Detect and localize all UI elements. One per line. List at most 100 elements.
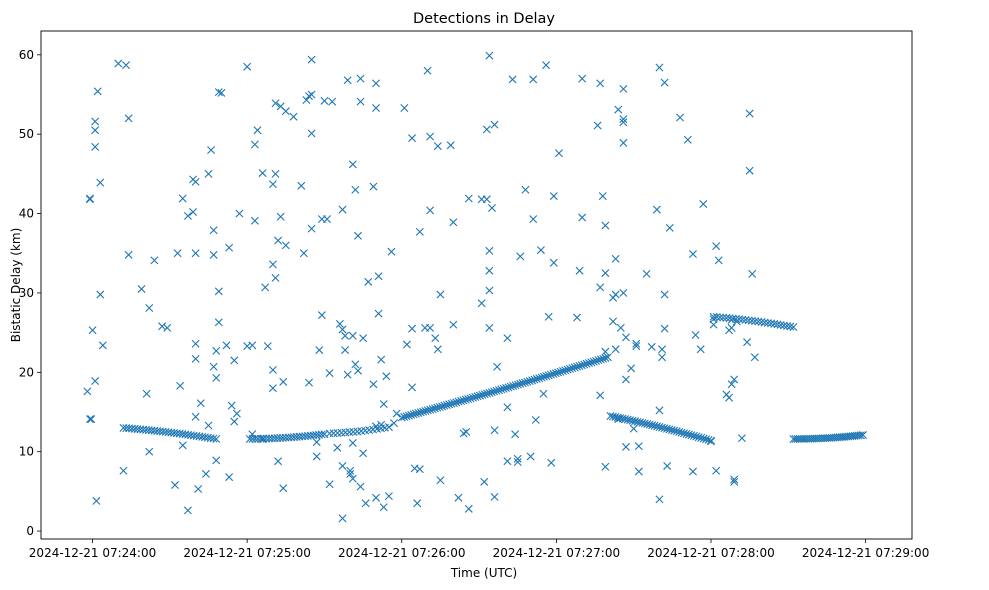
- data-point: [356, 482, 365, 491]
- data-point: [640, 419, 649, 428]
- y-tick-label: 0: [26, 524, 34, 538]
- data-point: [227, 401, 236, 410]
- data-point: [523, 377, 532, 386]
- data-point: [549, 369, 558, 378]
- data-point: [454, 493, 463, 502]
- data-point: [684, 430, 693, 439]
- data-point: [341, 346, 350, 355]
- data-point: [145, 304, 154, 313]
- data-point: [335, 319, 344, 328]
- data-point: [542, 61, 551, 70]
- data-point: [776, 320, 785, 329]
- data-point: [91, 126, 100, 135]
- data-point: [779, 321, 788, 330]
- data-point: [702, 435, 711, 444]
- data-point: [351, 360, 360, 369]
- data-point: [526, 452, 535, 461]
- data-point: [390, 419, 399, 428]
- data-point: [750, 353, 759, 362]
- data-point: [315, 346, 324, 355]
- data-point: [722, 313, 731, 322]
- data-point: [464, 394, 473, 403]
- data-point: [338, 325, 347, 334]
- data-point: [660, 290, 669, 299]
- data-point: [699, 434, 708, 443]
- data-point: [196, 399, 205, 408]
- data-point: [317, 430, 326, 439]
- data-point: [271, 99, 280, 108]
- data-point: [158, 322, 167, 331]
- data-point: [343, 76, 352, 85]
- data-point: [621, 442, 630, 451]
- data-point: [694, 433, 703, 442]
- data-point: [689, 431, 698, 440]
- data-point: [596, 355, 605, 364]
- data-point: [655, 406, 664, 415]
- data-point: [150, 256, 159, 265]
- data-point: [485, 323, 494, 332]
- data-point: [442, 401, 451, 409]
- data-point: [506, 382, 515, 391]
- data-point: [709, 312, 718, 321]
- data-point: [499, 384, 508, 393]
- data-point: [712, 242, 721, 251]
- data-point: [178, 194, 187, 203]
- data-point: [428, 405, 437, 413]
- data-point: [727, 315, 736, 324]
- data-point: [163, 323, 172, 332]
- data-point: [353, 366, 362, 375]
- data-point: [544, 312, 553, 321]
- data-point: [662, 424, 671, 433]
- data-point: [601, 221, 610, 230]
- data-point: [719, 313, 728, 322]
- data-point: [445, 400, 454, 409]
- data-point: [633, 417, 642, 426]
- data-point: [611, 254, 620, 263]
- data-point: [535, 374, 544, 383]
- data-point: [384, 492, 393, 501]
- y-tick-label: 60: [19, 48, 34, 62]
- data-point: [712, 466, 721, 475]
- data-points: [83, 51, 868, 523]
- data-point: [614, 415, 623, 424]
- data-point: [672, 427, 681, 436]
- data-point: [603, 353, 612, 362]
- data-point: [714, 256, 723, 265]
- data-point: [511, 381, 520, 390]
- data-point: [653, 422, 662, 431]
- data-point: [468, 393, 477, 402]
- data-point: [91, 117, 100, 126]
- data-point: [230, 417, 239, 426]
- data-point: [611, 290, 620, 299]
- data-point: [414, 408, 423, 417]
- data-point: [372, 493, 380, 502]
- data-point: [209, 250, 218, 259]
- data-point: [214, 88, 223, 97]
- data-point: [377, 355, 386, 364]
- data-point: [601, 353, 610, 362]
- data-point: [176, 381, 185, 390]
- data-point: [217, 88, 226, 97]
- data-point: [426, 323, 435, 332]
- data-point: [268, 365, 277, 374]
- data-point: [725, 393, 734, 402]
- data-point: [549, 192, 558, 201]
- data-point: [566, 364, 574, 373]
- data-point: [687, 431, 696, 440]
- data-point: [409, 410, 418, 419]
- data-point: [754, 317, 763, 326]
- data-point: [593, 121, 602, 130]
- data-point: [346, 469, 355, 478]
- data-point: [773, 320, 782, 329]
- data-point: [457, 397, 465, 405]
- data-point: [289, 112, 298, 121]
- data-point: [137, 284, 146, 293]
- data-point: [281, 241, 290, 250]
- data-point: [677, 428, 686, 437]
- data-point: [250, 216, 259, 225]
- data-point: [655, 495, 664, 504]
- data-point: [688, 250, 697, 259]
- data-point: [348, 331, 357, 340]
- data-point: [487, 388, 496, 397]
- data-point: [573, 362, 582, 371]
